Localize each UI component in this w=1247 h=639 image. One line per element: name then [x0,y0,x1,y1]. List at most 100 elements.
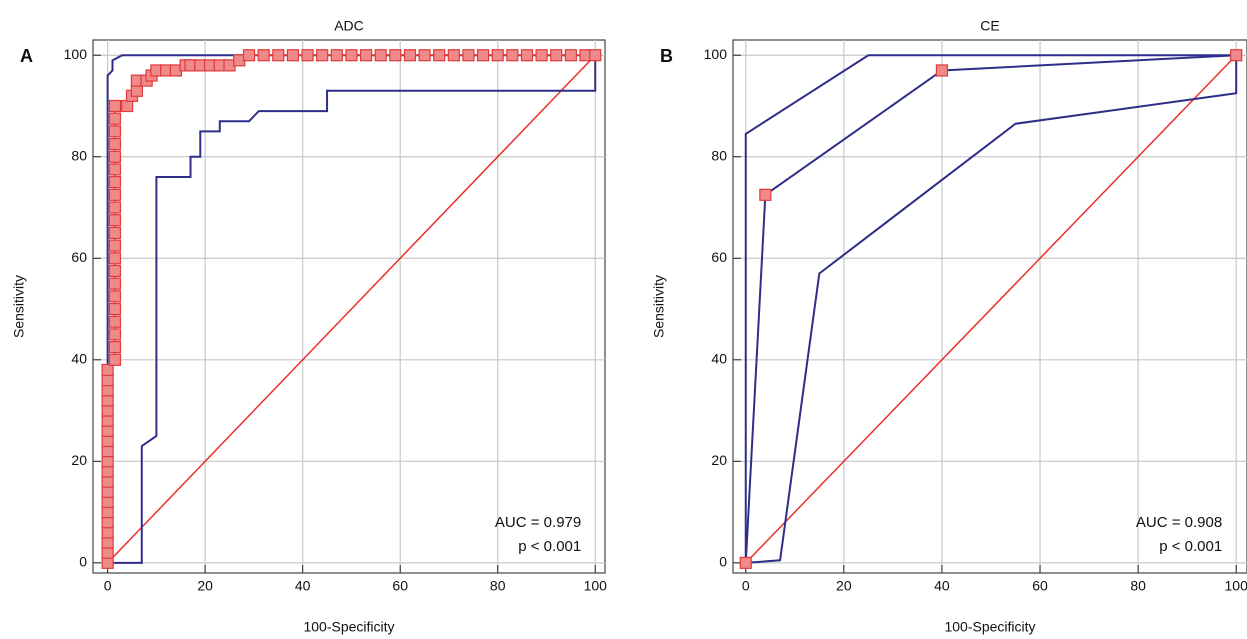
x-tick-label: 80 [1130,578,1146,594]
marker [108,214,122,227]
marker [108,226,122,239]
roc-line [106,54,596,563]
x-tick-label: 20 [836,578,852,594]
roc-line [107,55,597,564]
marker [272,49,285,62]
marker [108,328,122,341]
marker [108,201,122,214]
y-axis-label: Sensitivity [11,275,27,338]
marker [101,455,114,468]
marker [108,302,122,316]
marker [101,526,114,539]
roc-line [744,54,1237,563]
marker [550,49,563,62]
x-tick-label: 60 [1032,578,1048,594]
marker [403,49,417,62]
marker [101,434,114,448]
x-tick-label: 80 [490,578,506,594]
x-tick-label: 40 [934,578,950,594]
marker [101,546,114,559]
marker [589,49,602,62]
x-tick-label: 0 [104,578,112,594]
x-tick-label: 20 [197,578,213,594]
y-tick-label: 20 [711,452,727,468]
marker [101,495,114,509]
y-tick-label: 0 [719,554,727,570]
marker [345,49,358,62]
plot-frame [92,39,606,574]
x-tick-label: 100 [584,578,608,594]
marker [447,49,460,62]
marker [418,49,431,62]
marker [101,536,114,549]
chart-title: CE [980,18,999,34]
marker [101,465,114,478]
marker [433,49,446,62]
marker [101,445,114,458]
marker [101,414,114,427]
marker [101,363,114,377]
roc-line [745,54,1237,564]
y-tick-label: 100 [704,46,728,62]
x-axis-label: 100-Specificity [944,619,1035,635]
marker [389,49,402,62]
marker [108,353,122,366]
marker [101,424,114,437]
marker [108,252,122,265]
marker [935,64,949,77]
panel-label: B [660,46,673,66]
x-tick-label: 100 [1225,578,1247,594]
x-tick-label: 0 [742,578,750,594]
marker [108,112,122,125]
marker [101,516,114,529]
marker [108,277,122,290]
marker [462,49,475,62]
marker [359,49,373,62]
marker [108,137,122,151]
y-tick-label: 60 [711,249,727,265]
marker [374,49,387,62]
roc-line [745,55,1238,564]
x-tick-label: 40 [295,578,311,594]
marker [108,341,122,354]
marker [242,49,256,62]
x-tick-label: 60 [392,578,408,594]
marker [108,99,122,113]
marker [739,556,752,569]
marker [506,49,519,62]
roc-line [107,54,596,564]
marker [121,99,134,113]
marker [108,315,122,328]
marker [130,84,143,97]
y-tick-label: 100 [64,46,88,62]
y-tick-label: 60 [71,249,87,265]
marker [108,239,122,252]
x-axis-label: 100-Specificity [303,619,394,635]
marker [108,176,122,189]
marker [330,49,343,62]
marker [1230,49,1243,62]
marker [108,290,122,303]
plot-frame [732,39,1247,574]
marker [101,384,114,397]
y-tick-label: 80 [71,147,87,163]
marker [101,485,114,498]
marker [535,49,548,62]
chart-title: ADC [334,18,364,34]
marker [301,49,314,62]
marker [108,264,122,278]
marker [101,404,114,417]
marker [108,150,122,163]
marker [564,49,577,62]
marker [108,125,122,138]
marker [520,49,534,62]
annotation: AUC = 0.908 [1136,514,1222,531]
annotation: p < 0.001 [518,538,581,555]
annotation: AUC = 0.979 [495,514,581,531]
y-tick-label: 80 [711,147,727,163]
marker [316,49,329,62]
y-tick-label: 40 [71,351,87,367]
marker [491,49,504,62]
marker [108,163,122,176]
